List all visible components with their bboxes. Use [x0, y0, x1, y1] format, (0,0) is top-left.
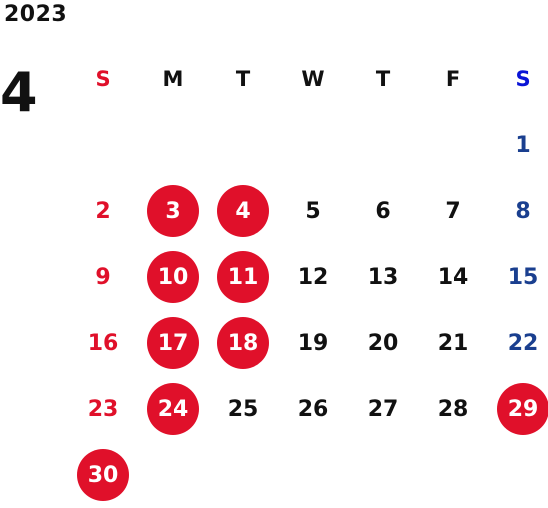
calendar-week-row: 23 24 25 26 27 28 29 — [68, 376, 548, 442]
calendar-empty-cell — [488, 442, 548, 508]
calendar-day-number: 2 — [95, 198, 111, 224]
calendar-day-highlighted: 3 — [147, 185, 199, 237]
calendar-day-highlighted: 4 — [217, 185, 269, 237]
weekday-header-thursday: T — [375, 67, 391, 91]
weekday-header-monday: M — [162, 67, 184, 91]
calendar-day-highlighted: 11 — [217, 251, 269, 303]
weekday-header-tuesday: T — [235, 67, 251, 91]
weekday-header-sunday: S — [95, 67, 111, 91]
calendar-day-highlighted: 10 — [147, 251, 199, 303]
calendar-day-number: 26 — [297, 396, 329, 422]
calendar-day-highlighted: 17 — [147, 317, 199, 369]
calendar-weeks: 1 2 3 4 5 6 7 8 9 10 11 12 13 14 15 16 17 18 19 20 21 22 23 24 2… — [68, 112, 548, 508]
calendar-day-cell[interactable]: 12 — [278, 244, 348, 310]
calendar-day-number: 25 — [227, 396, 259, 422]
calendar-day-cell[interactable]: 20 — [348, 310, 418, 376]
calendar-day-cell[interactable]: 4 — [208, 178, 278, 244]
calendar-day-number: 21 — [437, 330, 469, 356]
calendar-week-row: 30 — [68, 442, 548, 508]
calendar-day-cell[interactable]: 27 — [348, 376, 418, 442]
weekday-header-friday: F — [445, 67, 461, 91]
calendar-day-cell[interactable]: 26 — [278, 376, 348, 442]
calendar-day-number: 9 — [95, 264, 111, 290]
calendar-day-cell[interactable]: 28 — [418, 376, 488, 442]
calendar-day-number: 23 — [87, 396, 119, 422]
calendar-grid: S M T W T F S 1 2 3 4 5 6 7 8 9 10 11 12 13 14 15 16 17 1… — [68, 46, 548, 508]
calendar-day-cell[interactable]: 5 — [278, 178, 348, 244]
calendar-empty-cell — [278, 442, 348, 508]
calendar-empty-cell — [138, 442, 208, 508]
calendar-day-cell[interactable]: 1 — [488, 112, 548, 178]
calendar-day-cell[interactable]: 22 — [488, 310, 548, 376]
calendar-day-number: 15 — [507, 264, 539, 290]
calendar-day-cell[interactable]: 9 — [68, 244, 138, 310]
calendar-day-cell[interactable]: 2 — [68, 178, 138, 244]
calendar-day-number: 1 — [515, 132, 531, 158]
calendar-day-number: 14 — [437, 264, 469, 290]
calendar-empty-cell — [208, 112, 278, 178]
weekday-header-wednesday: W — [301, 67, 325, 91]
calendar-day-cell[interactable]: 21 — [418, 310, 488, 376]
calendar-day-cell[interactable]: 29 — [488, 376, 548, 442]
calendar-day-highlighted: 24 — [147, 383, 199, 435]
calendar-day-cell[interactable]: 25 — [208, 376, 278, 442]
calendar-day-number: 7 — [445, 198, 461, 224]
calendar-day-cell[interactable]: 8 — [488, 178, 548, 244]
calendar-week-row: 16 17 18 19 20 21 22 — [68, 310, 548, 376]
calendar-day-cell[interactable]: 18 — [208, 310, 278, 376]
calendar-empty-cell — [348, 112, 418, 178]
calendar-day-cell[interactable]: 13 — [348, 244, 418, 310]
calendar-week-row: 1 — [68, 112, 548, 178]
calendar-day-number: 27 — [367, 396, 399, 422]
calendar-day-number: 16 — [87, 330, 119, 356]
calendar-day-cell[interactable]: 17 — [138, 310, 208, 376]
calendar-week-row: 9 10 11 12 13 14 15 — [68, 244, 548, 310]
calendar-day-highlighted: 18 — [217, 317, 269, 369]
calendar-empty-cell — [418, 442, 488, 508]
calendar-day-cell[interactable]: 11 — [208, 244, 278, 310]
calendar-day-cell[interactable]: 19 — [278, 310, 348, 376]
calendar-day-cell[interactable]: 30 — [68, 442, 138, 508]
calendar-day-number: 5 — [305, 198, 321, 224]
calendar-day-highlighted: 29 — [497, 383, 548, 435]
calendar-empty-cell — [68, 112, 138, 178]
calendar-empty-cell — [138, 112, 208, 178]
calendar-day-cell[interactable]: 24 — [138, 376, 208, 442]
calendar-empty-cell — [348, 442, 418, 508]
calendar-day-cell[interactable]: 14 — [418, 244, 488, 310]
calendar-day-cell[interactable]: 23 — [68, 376, 138, 442]
calendar-day-cell[interactable]: 16 — [68, 310, 138, 376]
calendar-day-number: 19 — [297, 330, 329, 356]
year-label: 2023 — [4, 2, 68, 27]
weekday-header-row: S M T W T F S — [68, 46, 548, 112]
calendar-day-number: 20 — [367, 330, 399, 356]
calendar-day-highlighted: 30 — [77, 449, 129, 501]
weekday-header-saturday: S — [515, 67, 531, 91]
calendar-empty-cell — [208, 442, 278, 508]
calendar-day-cell[interactable]: 15 — [488, 244, 548, 310]
calendar-day-cell[interactable]: 10 — [138, 244, 208, 310]
calendar-day-number: 6 — [375, 198, 391, 224]
calendar-day-number: 22 — [507, 330, 539, 356]
calendar-day-cell[interactable]: 7 — [418, 178, 488, 244]
calendar-empty-cell — [418, 112, 488, 178]
calendar-day-number: 12 — [297, 264, 329, 290]
calendar-empty-cell — [278, 112, 348, 178]
month-number: 4 — [0, 61, 38, 124]
calendar-day-number: 8 — [515, 198, 531, 224]
calendar-day-cell[interactable]: 6 — [348, 178, 418, 244]
calendar-day-cell[interactable]: 3 — [138, 178, 208, 244]
calendar-day-number: 28 — [437, 396, 469, 422]
calendar-day-number: 13 — [367, 264, 399, 290]
